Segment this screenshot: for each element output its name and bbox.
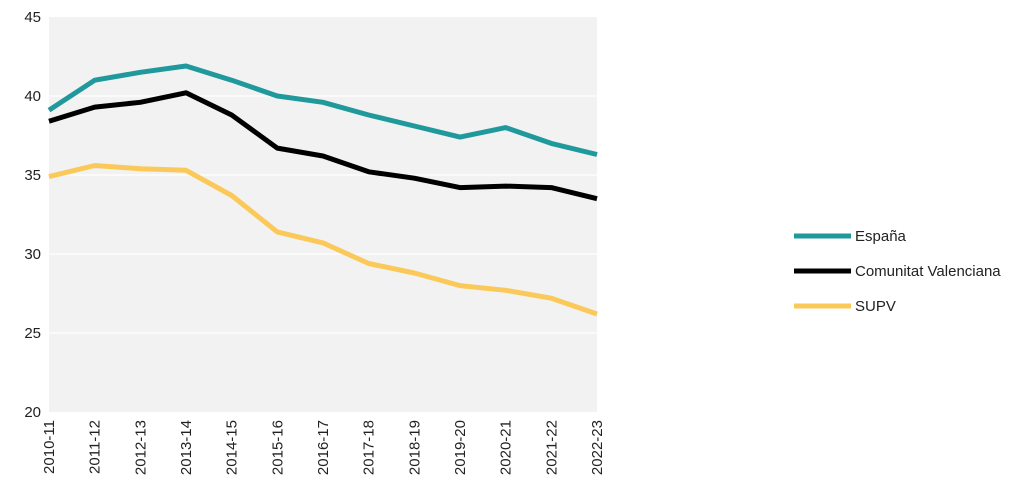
legend-item-espana: España [794,228,907,245]
x-tick-label: 2014-15 [224,420,241,475]
x-tick-label: 2022-23 [589,420,606,475]
x-axis: 2010-11 2011-12 2012-13 2013-14 2014-15 2015-… [41,420,606,475]
legend-label: SUPV [855,298,896,315]
gridlines [49,95,597,334]
series-line-espana [47,63,598,157]
legend-item-supv: SUPV [794,298,896,315]
legend-item-comunitat-valenciana: Comunitat Valenciana [794,263,1001,280]
y-tick-label: 40 [24,88,41,105]
x-tick-label: 2011-12 [87,420,104,474]
x-tick-label: 2020-21 [498,420,515,475]
x-tick-label: 2012-13 [132,420,149,475]
legend-label: España [855,228,907,245]
x-tick-label: 2016-17 [315,420,332,475]
x-tick-label: 2010-11 [41,420,58,474]
x-tick-label: 2018-19 [406,420,423,475]
series-line-supv [48,163,598,317]
y-tick-label: 25 [24,325,41,342]
y-tick-label: 35 [24,167,41,184]
y-tick-label: 20 [24,404,41,421]
y-tick-label: 30 [24,246,41,263]
y-tick-label: 45 [24,9,41,26]
x-tick-label: 2015-16 [269,420,286,475]
x-tick-label: 2019-20 [452,420,469,475]
legend: España Comunitat Valenciana SUPV [794,228,1001,315]
y-axis: 20 25 30 35 40 45 [24,9,41,421]
x-tick-label: 2013-14 [178,420,195,475]
legend-label: Comunitat Valenciana [855,263,1001,280]
series-lines [47,63,598,317]
x-tick-label: 2021-22 [543,420,560,475]
plot-area [49,17,597,412]
x-tick-label: 2017-18 [361,420,378,475]
series-line-comunitat-valenciana [48,90,598,202]
